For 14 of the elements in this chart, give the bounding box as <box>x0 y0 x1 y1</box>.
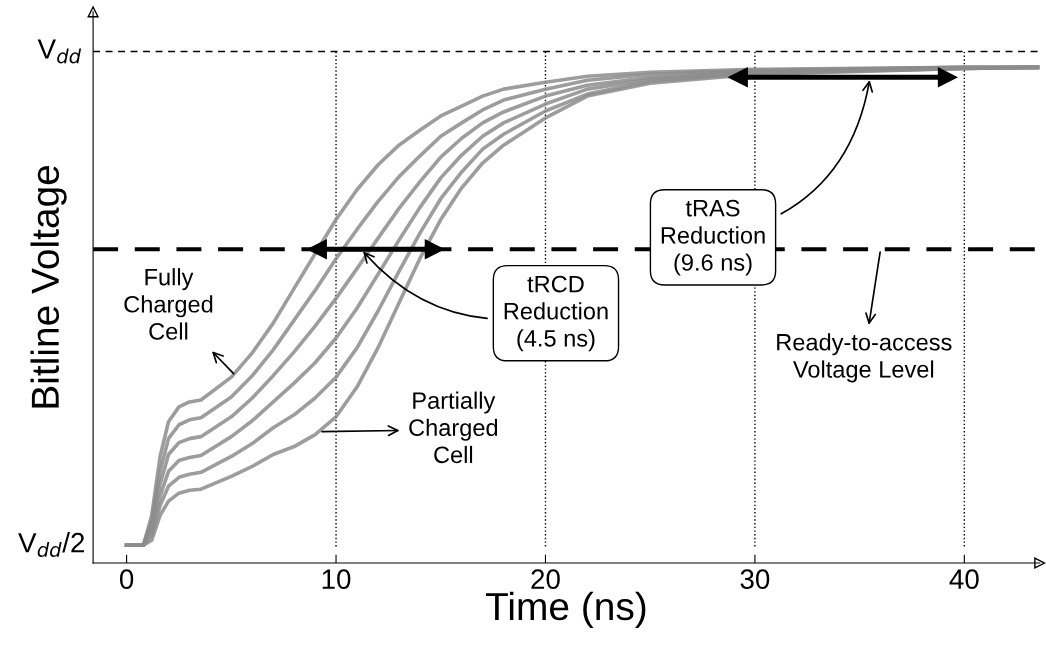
x-tick-label: 30 <box>740 569 770 590</box>
annotation: Ready-to-access Voltage Level <box>777 333 952 383</box>
annotation: Partially Charged Cell <box>409 391 498 464</box>
y-axis-title: Bitline Voltage <box>30 165 67 408</box>
ref-line-label: V$_{dd}$ <box>37 39 82 64</box>
annotation: V$_{dd}$/2 <box>18 532 85 558</box>
annotation: tRAS Reduction (9.6 ns) <box>661 199 765 276</box>
x-axis-title: Time (ns) <box>485 591 646 628</box>
x-tick-label: 40 <box>949 569 979 590</box>
x-tick-label: 10 <box>322 569 351 590</box>
annotation: tRCD Reduction (4.5 ns) <box>504 275 608 352</box>
x-tick-label: 0 <box>119 569 134 590</box>
annotation: Fully Charged Cell <box>124 268 213 340</box>
x-tick-label: 20 <box>531 569 560 590</box>
